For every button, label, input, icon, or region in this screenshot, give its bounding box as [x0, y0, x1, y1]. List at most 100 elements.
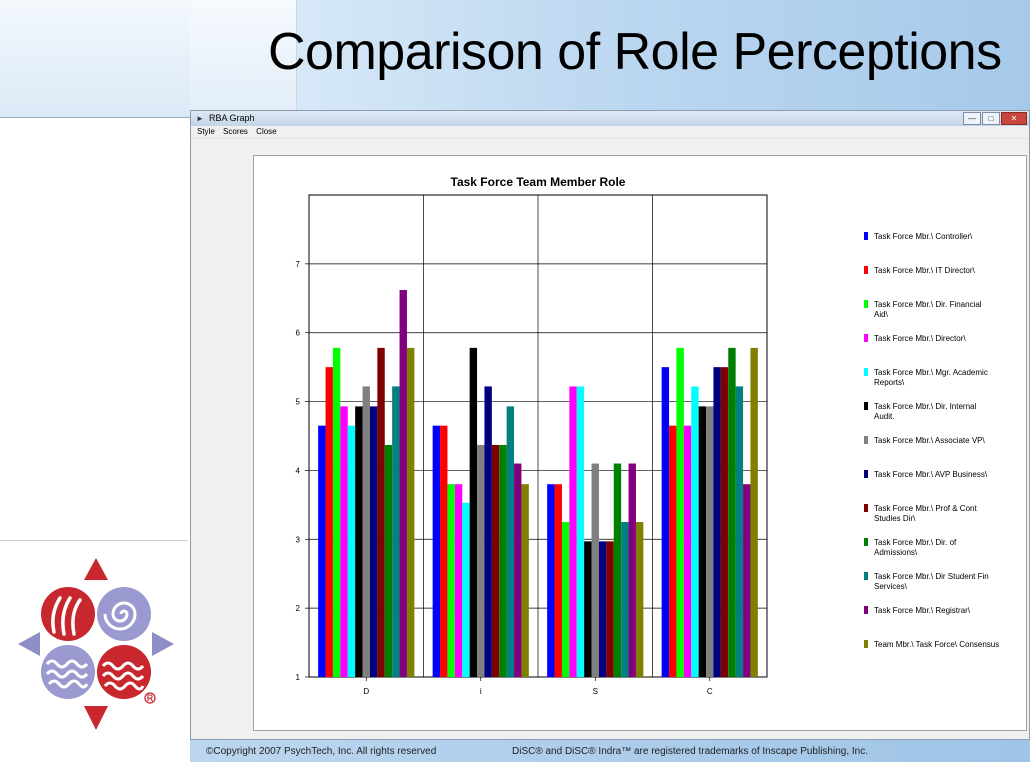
bar [377, 347, 385, 677]
legend-label: Task Force Mbr.\ Controller\ [874, 232, 973, 241]
menu-scores[interactable]: Scores [223, 127, 248, 136]
bar [661, 367, 670, 677]
bar [606, 541, 614, 677]
legend-label: Task Force Mbr.\ Prof & Cont Studies Dir\ [874, 504, 977, 523]
bar [621, 522, 629, 677]
bar [569, 386, 577, 677]
bar [554, 484, 562, 677]
legend-swatch [864, 538, 868, 546]
bar [447, 484, 455, 677]
slide-header: Comparison of Role Perceptions [0, 0, 1030, 118]
disc-logo [18, 558, 174, 730]
legend-swatch [864, 232, 868, 240]
x-tick-label: S [593, 687, 598, 696]
y-tick-label: 7 [296, 260, 301, 269]
logo-spiral-pattern [103, 601, 137, 631]
menu-bar: Style Scores Close [191, 126, 1029, 139]
header-block-middle [190, 0, 297, 110]
bar [325, 367, 333, 677]
header-divider [0, 117, 190, 118]
y-tick-label: 4 [296, 466, 301, 475]
y-tick-label: 3 [296, 535, 301, 544]
bar [477, 444, 485, 677]
bar [635, 522, 644, 677]
trademark-text: DiSC® and DiSC® Indra™ are registered tr… [512, 746, 869, 757]
legend-label: Task Force Mbr.\ Dir. of Admissions\ [874, 538, 957, 557]
logo-arrow-left [18, 632, 40, 656]
app-icon: ► [196, 114, 204, 123]
window-title: RBA Graph [209, 113, 255, 123]
legend-swatch [864, 606, 868, 614]
bar [469, 347, 478, 677]
bar [706, 406, 714, 677]
legend-label: Task Force Mbr.\ Registrar\ [874, 606, 971, 615]
legend-swatch [864, 266, 868, 274]
bar [369, 406, 378, 677]
bar [454, 484, 463, 677]
x-tick-label: i [480, 687, 482, 696]
bar [676, 347, 684, 677]
bar-chart: Task Force Team Member Role 1 2 3 4 5 6 7 D i S C Ta… [296, 175, 1000, 696]
legend-swatch [864, 640, 868, 648]
logo-flame-pattern [51, 596, 82, 636]
bar [683, 425, 692, 677]
x-tick-label: C [707, 687, 713, 696]
close-window-button[interactable]: ✕ [1001, 112, 1027, 125]
bar [318, 425, 326, 677]
legend-swatch [864, 368, 868, 376]
rba-graph-window: ► RBA Graph — □ ✕ Style Scores Close Task … [190, 110, 1030, 740]
bar [561, 522, 570, 677]
logo-arrow-bottom [84, 706, 108, 730]
bar [514, 463, 522, 677]
window-titlebar[interactable]: ► RBA Graph — □ ✕ [191, 111, 1029, 126]
maximize-button[interactable]: □ [982, 112, 1000, 125]
bar [462, 502, 470, 677]
bar [720, 367, 729, 677]
slide-title: Comparison of Role Perceptions [268, 23, 1002, 81]
y-tick-label: 2 [296, 604, 301, 613]
bar [743, 484, 751, 677]
menu-close[interactable]: Close [256, 127, 277, 136]
menu-style[interactable]: Style [197, 127, 215, 136]
bar [728, 347, 736, 677]
bar [332, 347, 341, 677]
logo-circle-c [97, 645, 151, 699]
logo-wave-pattern-s [45, 659, 89, 689]
y-tick-label: 1 [296, 673, 301, 682]
bar [491, 444, 500, 677]
y-tick-label: 5 [296, 398, 301, 407]
bar [547, 484, 555, 677]
x-tick-label: D [363, 687, 369, 696]
window-controls: — □ ✕ [962, 112, 1027, 125]
chart-title: Task Force Team Member Role [451, 175, 626, 189]
bar [598, 541, 607, 677]
bar [392, 386, 400, 677]
legend-label: Task Force Mbr.\ IT Director\ [874, 266, 976, 275]
logo-arrow-top [84, 558, 108, 580]
bar [713, 367, 721, 677]
legend-swatch [864, 300, 868, 308]
minimize-button[interactable]: — [963, 112, 981, 125]
logo-circle-d [41, 587, 95, 641]
legend-label: Task Force Mbr.\ AVP Business\ [874, 470, 988, 479]
bar [347, 425, 356, 677]
bar [691, 386, 699, 677]
legend-swatch [864, 436, 868, 444]
legend-label: Task Force Mbr.\ Dir, Internal Audit. [874, 402, 976, 421]
registered-mark-r [147, 694, 153, 702]
bar [406, 347, 415, 677]
bar [750, 347, 758, 677]
legend-swatch [864, 572, 868, 580]
bar [506, 406, 515, 677]
legend-label: Team Mbr.\ Task Force\ Consensus [874, 640, 999, 649]
copyright-text: ©Copyright 2007 PsychTech, Inc. All righ… [206, 746, 437, 757]
bar [735, 386, 744, 677]
legend-swatch [864, 334, 868, 342]
bar [399, 290, 407, 677]
bar [362, 386, 370, 677]
bar [584, 541, 592, 677]
bar [355, 406, 363, 677]
registered-mark-icon [144, 692, 156, 704]
bar [698, 406, 707, 677]
legend-label: Task Force Mbr.\ Dir. Financial Aid\ [874, 300, 982, 319]
